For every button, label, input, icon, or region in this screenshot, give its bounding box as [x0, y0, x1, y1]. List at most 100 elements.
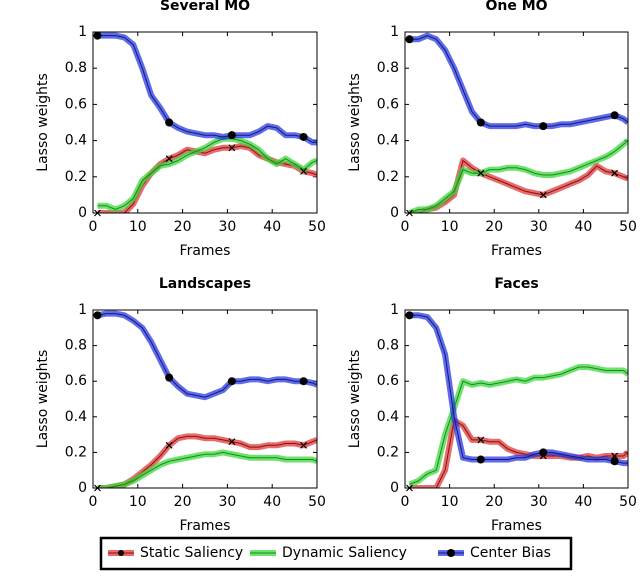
- x-tick-label: 50: [619, 494, 637, 510]
- x-axis-label: Frames: [180, 518, 231, 534]
- y-tick-label: 0.8: [377, 60, 399, 76]
- marker-x: [165, 155, 173, 163]
- x-tick-label: 0: [89, 494, 98, 510]
- x-tick-label: 30: [530, 219, 548, 235]
- y-axis-label: Lasso weights: [35, 73, 51, 171]
- series-line: [97, 35, 317, 143]
- marker-dot: [227, 131, 236, 140]
- y-tick-label: 0: [78, 205, 87, 221]
- series-line: [97, 451, 317, 488]
- series-band: [408, 364, 628, 488]
- y-tick-label: 0: [390, 480, 399, 496]
- y-tick-label: 1: [78, 24, 87, 40]
- x-tick-label: 40: [574, 494, 592, 510]
- legend-label: Center Bias: [470, 545, 551, 561]
- y-axis-label: Lasso weights: [35, 350, 51, 448]
- series-line: [97, 313, 317, 398]
- chart-title: One MO: [485, 0, 547, 14]
- y-tick-label: 0.2: [377, 444, 399, 460]
- x-tick-label: 10: [129, 219, 147, 235]
- marker-x: [165, 441, 173, 449]
- marker-x: [300, 167, 307, 175]
- marker-dot: [299, 132, 308, 141]
- chart-title: Faces: [494, 276, 538, 292]
- x-tick-label: 0: [89, 219, 98, 235]
- y-tick-label: 0.6: [377, 373, 399, 389]
- y-tick-label: 0.6: [377, 96, 399, 112]
- y-tick-label: 0: [390, 205, 399, 221]
- marker-x: [477, 169, 485, 177]
- series-band: [97, 135, 317, 213]
- marker-dot: [165, 118, 174, 127]
- marker-dot: [227, 377, 236, 386]
- x-tick-label: 40: [574, 219, 592, 235]
- y-tick-label: 1: [78, 302, 87, 318]
- y-tick-label: 0.2: [65, 444, 87, 460]
- x-tick-label: 30: [530, 494, 548, 510]
- series-line: [409, 35, 628, 127]
- x-tick-label: 40: [263, 494, 281, 510]
- series-band: [97, 449, 317, 488]
- x-tick-label: 0: [401, 494, 410, 510]
- y-tick-label: 0.8: [377, 338, 399, 354]
- y-tick-label: 0.4: [377, 409, 399, 425]
- x-tick-label: 50: [308, 219, 326, 235]
- x-tick-label: 20: [174, 494, 192, 510]
- x-tick-label: 30: [218, 494, 236, 510]
- marker-dot: [299, 377, 308, 386]
- x-axis-label: Frames: [491, 243, 542, 259]
- legend-label: Static Saliency: [140, 545, 243, 561]
- marker-dot: [93, 311, 102, 320]
- chart-title: Landscapes: [159, 276, 251, 292]
- plot-frame: [404, 31, 629, 214]
- marker-x: [539, 191, 547, 199]
- x-tick-label: 10: [129, 494, 147, 510]
- y-tick-label: 0.6: [65, 96, 87, 112]
- y-tick-label: 0.4: [65, 133, 87, 149]
- series-line: [409, 314, 628, 464]
- series-line: [97, 138, 317, 210]
- y-tick-label: 0.6: [65, 373, 87, 389]
- x-axis-label: Frames: [491, 518, 542, 534]
- marker-dot: [476, 118, 485, 127]
- marker-x: [228, 438, 236, 446]
- y-tick-label: 0.2: [377, 169, 399, 185]
- x-tick-label: 0: [401, 219, 410, 235]
- series-band: [97, 32, 317, 146]
- marker-dot: [405, 35, 414, 44]
- marker-dot: [610, 457, 619, 466]
- series-line: [409, 140, 628, 213]
- x-axis-label: Frames: [180, 243, 231, 259]
- y-axis-label: Lasso weights: [347, 73, 363, 171]
- legend-box: [99, 536, 573, 571]
- plot-frame: [92, 31, 318, 214]
- y-tick-label: 0.2: [65, 169, 87, 185]
- x-tick-label: 10: [441, 494, 459, 510]
- marker-dot: [476, 455, 485, 464]
- x-tick-label: 10: [441, 219, 459, 235]
- legend-marker: [447, 549, 455, 557]
- x-tick-label: 40: [263, 219, 281, 235]
- x-tick-label: 30: [218, 219, 236, 235]
- y-axis-label: Lasso weights: [347, 350, 363, 448]
- x-tick-label: 50: [619, 219, 637, 235]
- series-band: [96, 310, 317, 401]
- marker-dot: [165, 373, 174, 382]
- marker-x: [228, 144, 236, 152]
- y-tick-label: 0.4: [377, 133, 399, 149]
- marker-dot: [93, 31, 102, 40]
- legend-label: Dynamic Saliency: [282, 545, 407, 561]
- series-line: [409, 366, 628, 485]
- series-band: [408, 138, 628, 213]
- series-band: [409, 32, 628, 130]
- marker-x: [477, 436, 485, 444]
- x-tick-label: 20: [485, 219, 503, 235]
- marker-dot: [539, 122, 548, 131]
- plot-frame: [92, 309, 318, 489]
- x-tick-label: 50: [308, 494, 326, 510]
- plot-frame: [404, 309, 629, 489]
- y-tick-label: 1: [390, 24, 399, 40]
- chart-title: Several MO: [160, 0, 250, 14]
- y-tick-label: 0: [78, 480, 87, 496]
